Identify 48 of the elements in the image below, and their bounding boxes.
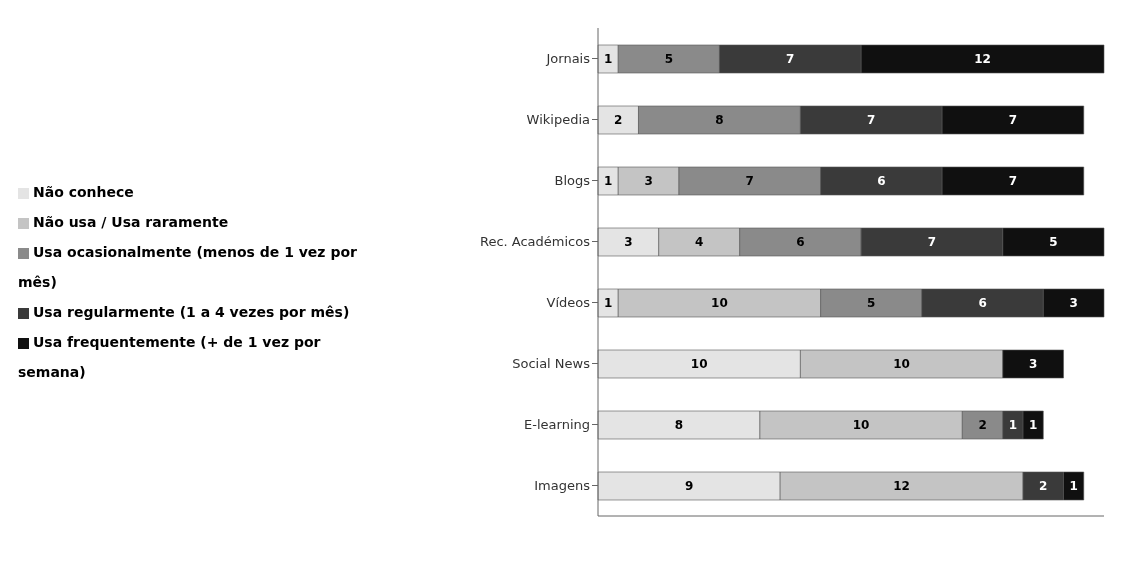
data-label: 2 (614, 113, 623, 128)
y-tick-label: Rec. Académicos (479, 234, 591, 250)
data-label: 3 (1069, 296, 1078, 311)
y-tick-label: Vídeos (546, 295, 591, 311)
data-label: 1 (1008, 418, 1018, 433)
data-label: 1 (603, 52, 613, 67)
legend-label: Não conhece (33, 184, 134, 200)
legend-label: Usa regularmente (1 a 4 vezes por mês) (33, 304, 350, 320)
legend-label: Usa ocasionalmente (menos de 1 vez por mês) (18, 244, 357, 290)
data-label: 12 (974, 52, 991, 67)
data-label: 3 (644, 174, 653, 189)
data-label: 7 (786, 52, 795, 67)
data-label: 10 (690, 357, 708, 372)
data-label: 2 (978, 418, 987, 433)
data-label: 4 (695, 235, 704, 250)
data-label: 5 (1049, 235, 1058, 250)
y-tick-label: E-learning (524, 417, 590, 433)
y-tick-label: Wikipedia (526, 112, 590, 128)
data-label: 3 (1028, 357, 1038, 372)
data-label: 2 (1039, 479, 1048, 494)
data-label: 8 (715, 113, 724, 128)
y-tick-label: Imagens (534, 478, 591, 494)
data-label: 5 (867, 296, 876, 311)
legend-label: Usa frequentemente (+ de 1 vez por semana) (18, 334, 321, 380)
data-label: 5 (664, 52, 674, 67)
data-label: 1 (603, 174, 613, 189)
data-label: 10 (893, 357, 910, 372)
data-label: 8 (674, 418, 684, 433)
data-label: 6 (796, 235, 805, 250)
data-label: 1 (1069, 479, 1078, 494)
data-label: 10 (711, 296, 728, 311)
legend-label: Não usa / Usa raramente (33, 214, 229, 230)
y-tick-label: Social News (512, 356, 591, 372)
data-label: 6 (978, 296, 987, 311)
data-label: 1 (603, 296, 613, 311)
data-label: 3 (624, 235, 633, 250)
data-label: 7 (867, 113, 876, 128)
data-label: 6 (877, 174, 886, 189)
data-label: 9 (684, 479, 694, 494)
y-tick-label: Jornais (545, 51, 591, 67)
data-label: 10 (852, 418, 870, 433)
data-label: 12 (893, 479, 910, 494)
data-label: 7 (927, 235, 937, 250)
data-label: 7 (745, 174, 754, 189)
y-tick-label: Blogs (554, 173, 591, 189)
data-label: 1 (1028, 418, 1038, 433)
data-label: 7 (1008, 174, 1018, 189)
data-label: 7 (1008, 113, 1018, 128)
